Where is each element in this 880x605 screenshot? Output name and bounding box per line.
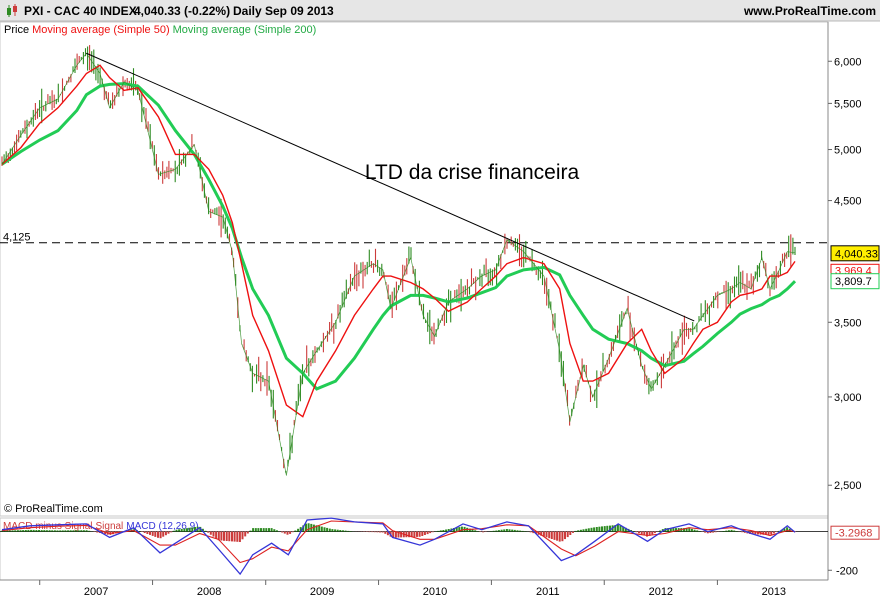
ma200-value-tag: 3,809.7 [830, 273, 880, 290]
price-tick-label: 5,500 [834, 98, 862, 110]
ma50-line [1, 64, 796, 418]
ma200-value: 3,809.7 [835, 276, 872, 288]
trendline [86, 52, 695, 322]
period-label: Daily [233, 4, 262, 18]
time-tick-label: 2009 [310, 586, 334, 598]
macd-legend-macd: MACD (12,26,9) [126, 521, 198, 532]
price-tick-label: 2,500 [834, 480, 862, 492]
price-tick-label: 5,000 [834, 145, 862, 157]
macd-panel [0, 517, 829, 581]
macd-value-tag: -3.2968 [830, 525, 880, 540]
date-label: Sep 09 2013 [265, 4, 334, 18]
time-tick-label: 2008 [197, 586, 221, 598]
time-axis: 2007 2008 2009 2010 2011 2012 2013 [39, 580, 786, 598]
instrument-title: PXI - CAC 40 INDEX [24, 4, 137, 18]
macd-legend-signal: Signal [95, 521, 123, 532]
site-link[interactable]: www.ProRealTime.com [743, 4, 876, 18]
price-tick-label: 6,000 [834, 56, 862, 68]
time-tick-label: 2013 [762, 586, 786, 598]
price-panel [0, 21, 829, 517]
last-price-tag: 4,040.33 [830, 245, 880, 262]
time-tick-label: 2010 [423, 586, 447, 598]
candle-icon [7, 4, 17, 17]
time-tick-label: 2007 [84, 586, 108, 598]
header-bar [0, 0, 880, 21]
ma200-line [1, 82, 797, 391]
time-tick-label: 2012 [649, 586, 673, 598]
signal-line [1, 520, 796, 564]
macd-axis: -200 [828, 565, 858, 577]
price-candles [1, 45, 796, 473]
price-axis: 6,000 5,500 5,000 4,500 3,500 3,000 2,500 [828, 56, 862, 492]
level-label: 4,125 [3, 232, 31, 244]
quote-text: 4,040.33 (-0.22%) [134, 4, 230, 18]
price-tick-label: 3,000 [834, 392, 862, 404]
legend-ma200: Moving average (Simple 200) [173, 24, 317, 36]
price-tick-label: 3,500 [834, 317, 862, 329]
legend-price: Price [4, 24, 29, 36]
macd-value: -3.2968 [835, 528, 872, 540]
indicator-legend: Price Moving average (Simple 50) Moving av… [4, 24, 316, 36]
legend-ma50: Moving average (Simple 50) [32, 24, 170, 36]
time-tick-label: 2011 [536, 586, 560, 598]
macd-line [1, 517, 796, 576]
last-price-value: 4,040.33 [835, 248, 878, 260]
price-line [1, 52, 796, 476]
trendline-annotation: LTD da crise financeira [365, 161, 580, 184]
price-tick-label: 4,500 [834, 196, 862, 208]
copyright-text: © ProRealTime.com [4, 503, 103, 515]
macd-tick-label: -200 [836, 565, 858, 577]
